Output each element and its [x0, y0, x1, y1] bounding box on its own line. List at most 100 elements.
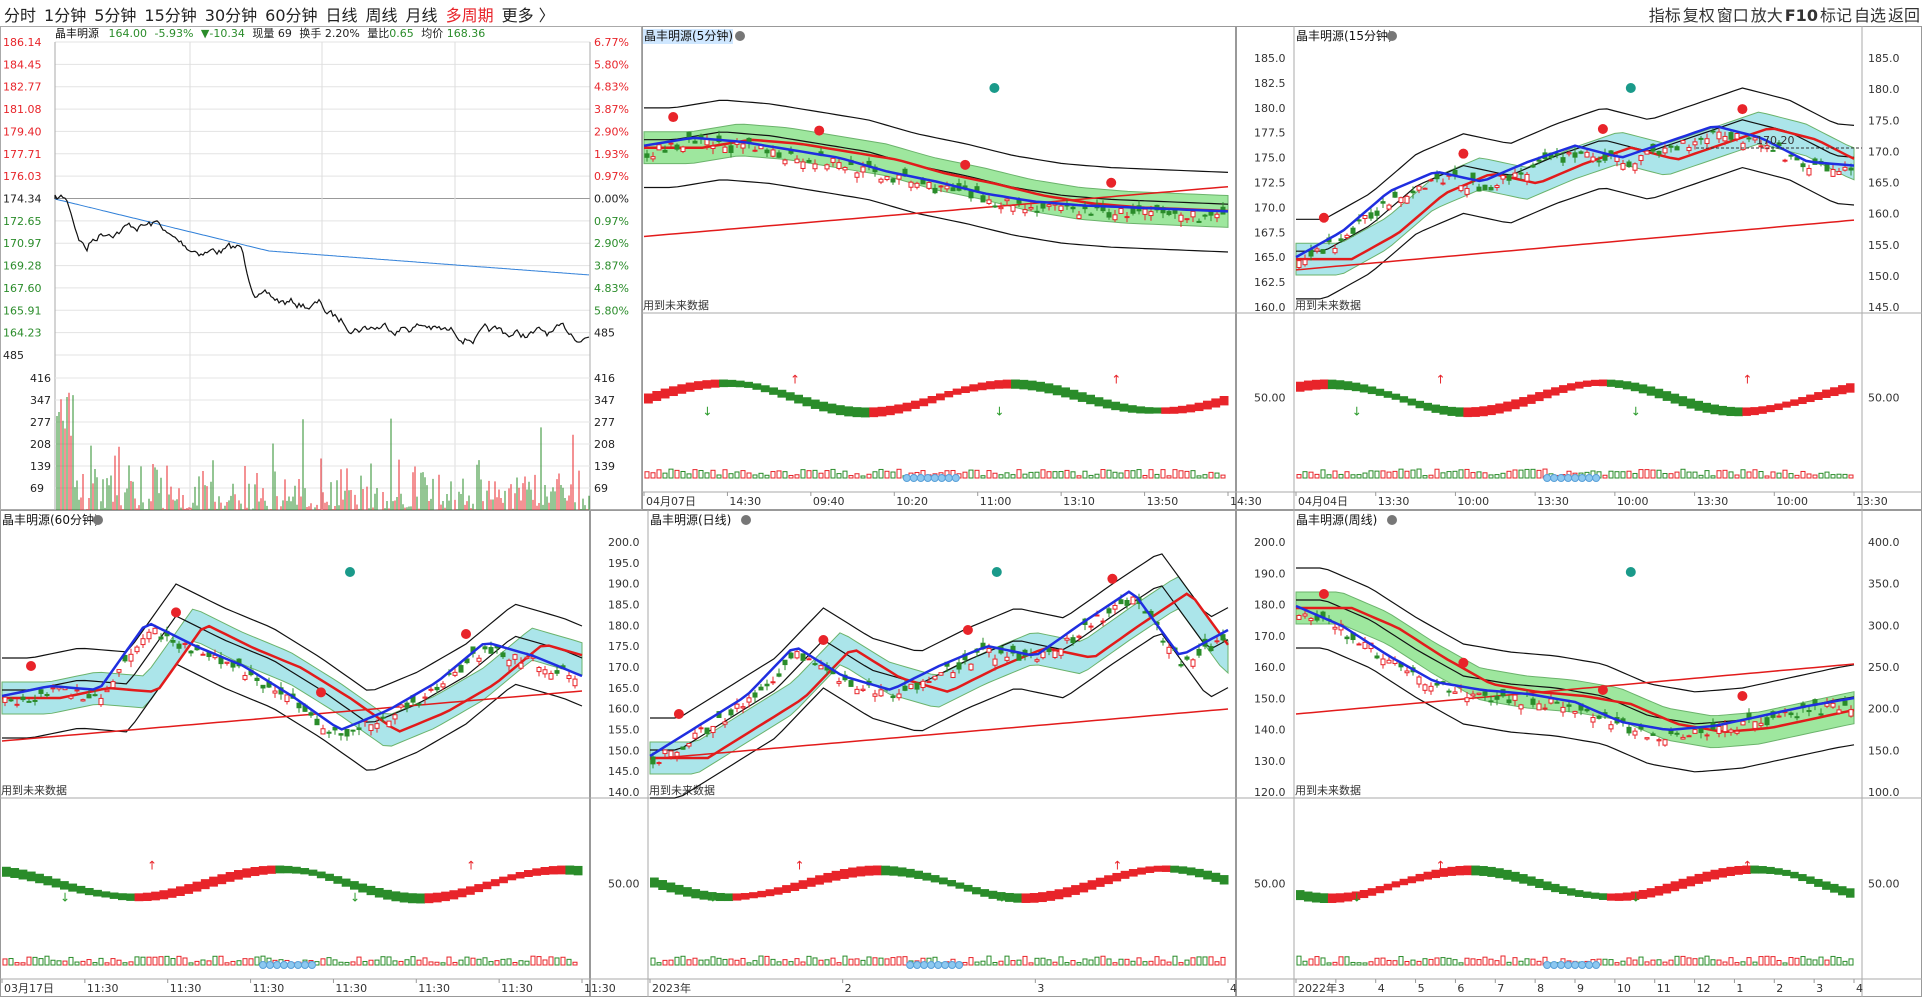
indicator-bar	[1518, 469, 1524, 479]
tab-6[interactable]: 日线	[325, 6, 358, 25]
x-tick-label: 13:30	[1697, 495, 1729, 508]
ribbon-segment	[1519, 397, 1528, 407]
tab-3[interactable]: 15分钟	[144, 6, 197, 25]
indicator-bar	[788, 474, 794, 479]
ribbon-segment	[1137, 867, 1146, 875]
candle-body	[1356, 219, 1362, 222]
candle-body	[1542, 707, 1548, 710]
candle-body	[1326, 618, 1332, 621]
toolbar-button-1[interactable]: 复权	[1682, 6, 1715, 25]
toolbar-button-2[interactable]: 窗口	[1716, 6, 1749, 25]
signal-arrow: ↓	[60, 891, 70, 905]
candle-body	[428, 688, 434, 691]
indicator-bar	[872, 471, 878, 479]
candle-body	[14, 703, 20, 706]
ribbon-segment	[1535, 878, 1544, 888]
toolbar-button-6[interactable]: 自选	[1853, 6, 1886, 25]
indicator-bar	[1332, 470, 1338, 479]
tab-10[interactable]: 更多 〉	[501, 6, 555, 25]
ribbon-segment	[10, 868, 20, 878]
right-tick-label: 200.0	[1868, 703, 1900, 716]
candle-body	[506, 659, 512, 667]
indicator-bar	[512, 961, 518, 966]
candle-body	[1214, 640, 1220, 643]
ribbon-segment	[719, 379, 728, 388]
candle-body	[1172, 210, 1178, 214]
indicator-bar	[758, 472, 764, 479]
indicator-bar	[752, 474, 758, 479]
tab-4[interactable]: 30分钟	[204, 6, 258, 25]
candle-body	[848, 680, 854, 687]
candle-body	[1004, 198, 1010, 202]
tab-9[interactable]: 多周期	[445, 6, 494, 25]
indicator-bar	[1542, 468, 1548, 479]
indicator-bar	[1154, 473, 1160, 479]
y-tick-label: 185.0	[1254, 52, 1286, 65]
change-pct: -5.93%	[154, 27, 194, 40]
tab-0[interactable]: 分时	[4, 6, 37, 25]
candle-body	[662, 749, 668, 755]
signal-arrow: ↑	[1742, 859, 1752, 873]
ribbon-segment	[819, 401, 829, 412]
tab-2[interactable]: 5分钟	[94, 6, 137, 25]
candle-body	[866, 681, 872, 686]
candle-body	[1632, 163, 1638, 171]
indicator-bar	[1836, 957, 1842, 966]
ribbon-segment	[1774, 403, 1783, 411]
candle-body	[1458, 685, 1464, 688]
tab-7[interactable]: 周线	[365, 6, 398, 25]
ma-line	[650, 592, 1230, 760]
indicator-bar	[692, 469, 698, 479]
timeshare-panel: 186.14 6.77%184.45 5.80%182.77 4.83%181.08 3…	[0, 26, 642, 510]
ribbon-segment	[885, 405, 895, 416]
candle-body	[1782, 711, 1788, 714]
ribbon-segment	[1846, 888, 1855, 898]
ribbon-segment	[1186, 404, 1196, 413]
toolbar-button-3[interactable]: 放大	[1750, 6, 1783, 25]
candle-body	[194, 644, 200, 651]
toolbar-button-5[interactable]: 标记	[1819, 6, 1852, 25]
indicator-bar	[242, 958, 248, 966]
indicator-bar	[1338, 473, 1344, 479]
right-tick-label: 250.0	[1868, 661, 1900, 674]
x-tick-label: 10:00	[1457, 495, 1489, 508]
ribbon-segment	[391, 891, 401, 902]
indicator-bar	[734, 471, 740, 479]
future-data-note: 用到未来数据	[649, 783, 715, 797]
toolbar-button-4[interactable]: F10	[1784, 6, 1818, 25]
ribbon-segment	[242, 868, 252, 878]
ribbon-segment	[1495, 868, 1504, 879]
indicator-bar	[1782, 962, 1788, 966]
candle-body	[1506, 699, 1512, 704]
indicator-bar	[1148, 469, 1154, 479]
signal-marker	[1106, 177, 1117, 188]
ribbon-segment	[250, 867, 260, 877]
ribbon-segment	[1219, 875, 1229, 885]
indicator-bar	[290, 962, 296, 966]
tab-5[interactable]: 60分钟	[265, 6, 318, 25]
candle-body	[548, 672, 554, 680]
signal-arrow: ↑	[1112, 859, 1122, 873]
indicator-bar	[1094, 473, 1100, 479]
candle-body	[800, 653, 806, 661]
candle-body	[1812, 699, 1818, 706]
indicator-bar	[938, 472, 944, 479]
candle-body	[1716, 131, 1722, 140]
indicator-bar	[170, 958, 176, 966]
ribbon-segment	[134, 893, 144, 902]
candle-body	[254, 677, 260, 682]
cloud-band	[1295, 111, 1855, 276]
indicator-bar	[188, 962, 194, 966]
toolbar-button-7[interactable]: 返回	[1887, 6, 1920, 25]
signal-marker	[962, 625, 973, 635]
ribbon-segment	[1654, 886, 1664, 896]
candle-body	[1398, 662, 1404, 668]
candle-body	[1016, 198, 1022, 204]
toolbar-button-0[interactable]: 指标	[1648, 6, 1681, 25]
tab-1[interactable]: 1分钟	[44, 6, 87, 25]
indicator-bar	[398, 960, 404, 966]
tab-8[interactable]: 月线	[405, 6, 438, 25]
indicator-bar	[938, 962, 944, 966]
y-tick-label: 140.0	[608, 786, 640, 799]
